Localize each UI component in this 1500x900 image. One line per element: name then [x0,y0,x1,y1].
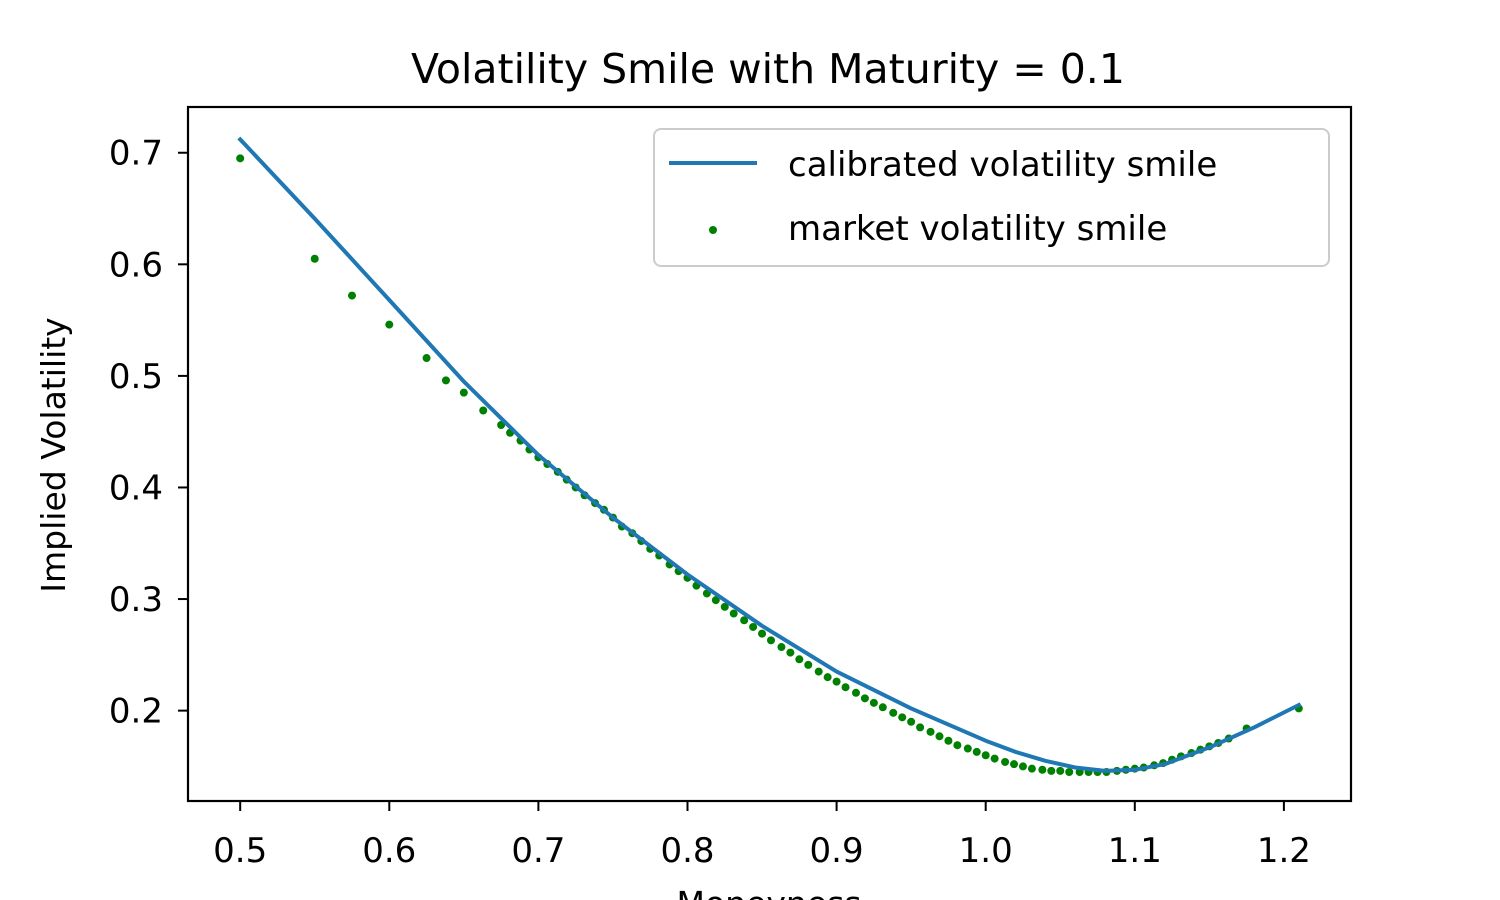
legend-calibrated-label: calibrated volatility smile [788,145,1217,185]
y-tick-label: 0.3 [109,580,163,620]
market-point [935,732,944,741]
market-point [1010,760,1019,769]
x-axis: 0.5 0.6 0.7 0.8 0.9 1.0 1.1 1.2 [213,801,1311,871]
market-point [795,655,804,664]
market-point [804,660,813,669]
market-point [851,688,860,697]
market-point [1027,764,1036,773]
y-axis: 0.2 0.3 0.4 0.5 0.6 0.7 [109,134,188,732]
x-tick-label: 0.9 [810,831,864,871]
x-axis-label: Moneyness [676,884,861,900]
y-tick-label: 0.6 [109,245,163,285]
market-point [729,609,738,618]
x-tick-label: 1.0 [959,831,1013,871]
market-point [963,744,972,753]
market-point [953,741,962,750]
market-point [479,406,488,415]
x-tick-label: 1.1 [1108,831,1162,871]
market-point [898,713,907,722]
market-point [1018,762,1027,771]
plot-frame [186,105,1353,803]
market-point [869,698,878,707]
y-tick-label: 0.2 [109,692,163,732]
market-point [841,683,850,692]
x-tick-label: 0.8 [660,831,714,871]
market-point [814,667,823,676]
market-point [889,708,898,717]
market-point [907,717,916,726]
market-point [832,677,841,686]
market-point [236,154,245,163]
market-point [944,736,953,745]
market-point [972,747,981,756]
market-point [459,388,468,397]
market-point [711,596,720,605]
market-point [1001,757,1010,766]
market-point [758,629,767,638]
market-point [740,616,749,625]
market-point [926,727,935,736]
legend-market-label: market volatility smile [788,209,1167,249]
market-point [749,622,758,631]
market-point [385,320,394,329]
y-tick-label: 0.5 [109,357,163,397]
market-point [786,648,795,657]
market-point [981,751,990,760]
market-point [766,636,775,645]
market-point [777,643,786,652]
legend-box [653,128,1330,267]
market-point [441,376,450,385]
y-tick-label: 0.7 [109,134,163,174]
market-point [1056,766,1065,775]
market-point [422,354,431,363]
market-point [1038,765,1047,774]
market-point [990,754,999,763]
market-point [1065,767,1074,776]
market-point [1047,766,1056,775]
chart-title: Volatility Smile with Maturity = 0.1 [411,45,1125,93]
plot-marks [236,136,1303,776]
market-point [916,723,925,732]
x-tick-label: 0.7 [511,831,565,871]
y-axis-label: Implied Volatility [34,317,73,592]
market-point [310,254,319,263]
market-point [878,703,887,712]
market-point [823,673,832,682]
calibrated-line [237,136,1302,773]
legend: calibrated volatility smile market volat… [653,128,1330,267]
x-tick-label: 0.5 [213,831,267,871]
market-point [720,602,729,611]
market-point [348,291,357,300]
x-tick-label: 1.2 [1257,831,1311,871]
legend-market-swatch [709,226,717,234]
market-point [860,694,869,703]
x-tick-label: 0.6 [362,831,416,871]
y-tick-label: 0.4 [109,468,163,508]
